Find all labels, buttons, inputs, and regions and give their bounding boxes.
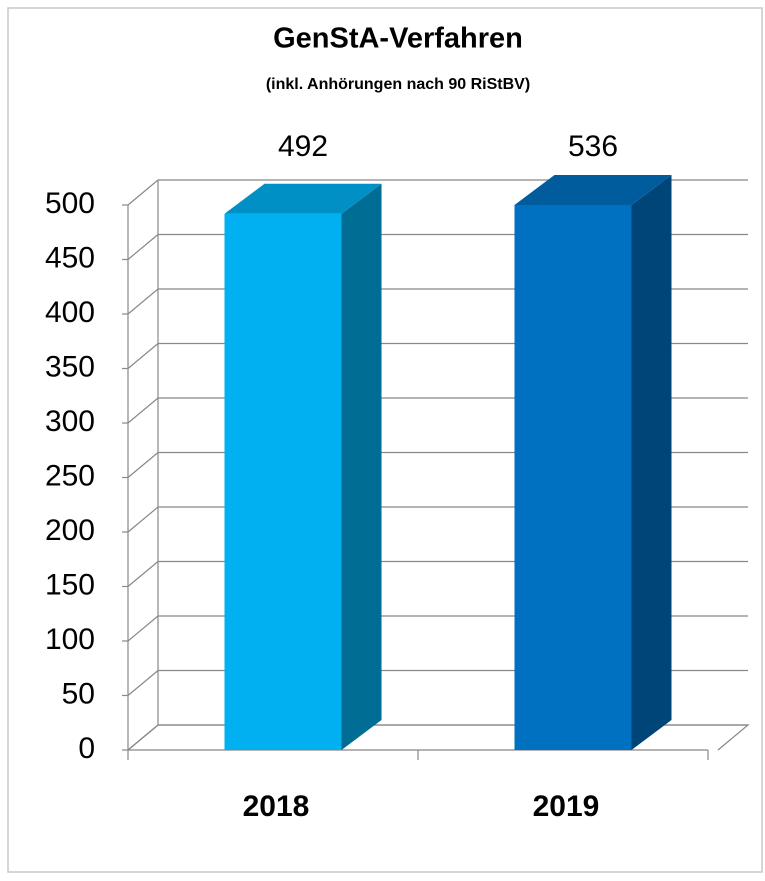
y-tick-label: 0 xyxy=(78,732,95,765)
bar xyxy=(514,205,632,750)
y-tick-label: 500 xyxy=(45,187,95,220)
x-tick-label: 2019 xyxy=(533,790,600,823)
data-label: 536 xyxy=(568,130,618,163)
bar-side xyxy=(631,175,672,750)
chart-subtitle: (inkl. Anhörungen nach 90 RiStBV) xyxy=(266,76,530,93)
bar-side xyxy=(341,183,382,751)
bar-top xyxy=(514,175,672,205)
y-tick-label: 100 xyxy=(45,623,95,656)
bar-top xyxy=(224,183,382,214)
bar xyxy=(224,213,342,751)
y-tick-label: 300 xyxy=(45,405,95,438)
y-tick-label: 450 xyxy=(45,241,95,274)
y-tick-label: 400 xyxy=(45,296,95,329)
y-tick-label: 250 xyxy=(45,459,95,492)
chart-title: GenStA-Verfahren xyxy=(273,23,523,55)
data-label: 492 xyxy=(278,130,328,163)
y-tick-label: 200 xyxy=(45,514,95,547)
y-tick-label: 350 xyxy=(45,350,95,383)
x-tick-label: 2018 xyxy=(243,790,310,823)
y-tick-label: 150 xyxy=(45,568,95,601)
y-tick-label: 50 xyxy=(62,677,95,710)
